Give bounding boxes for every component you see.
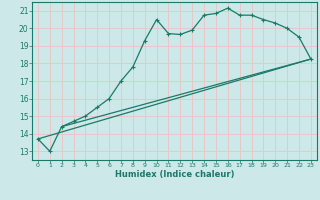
- X-axis label: Humidex (Indice chaleur): Humidex (Indice chaleur): [115, 170, 234, 179]
